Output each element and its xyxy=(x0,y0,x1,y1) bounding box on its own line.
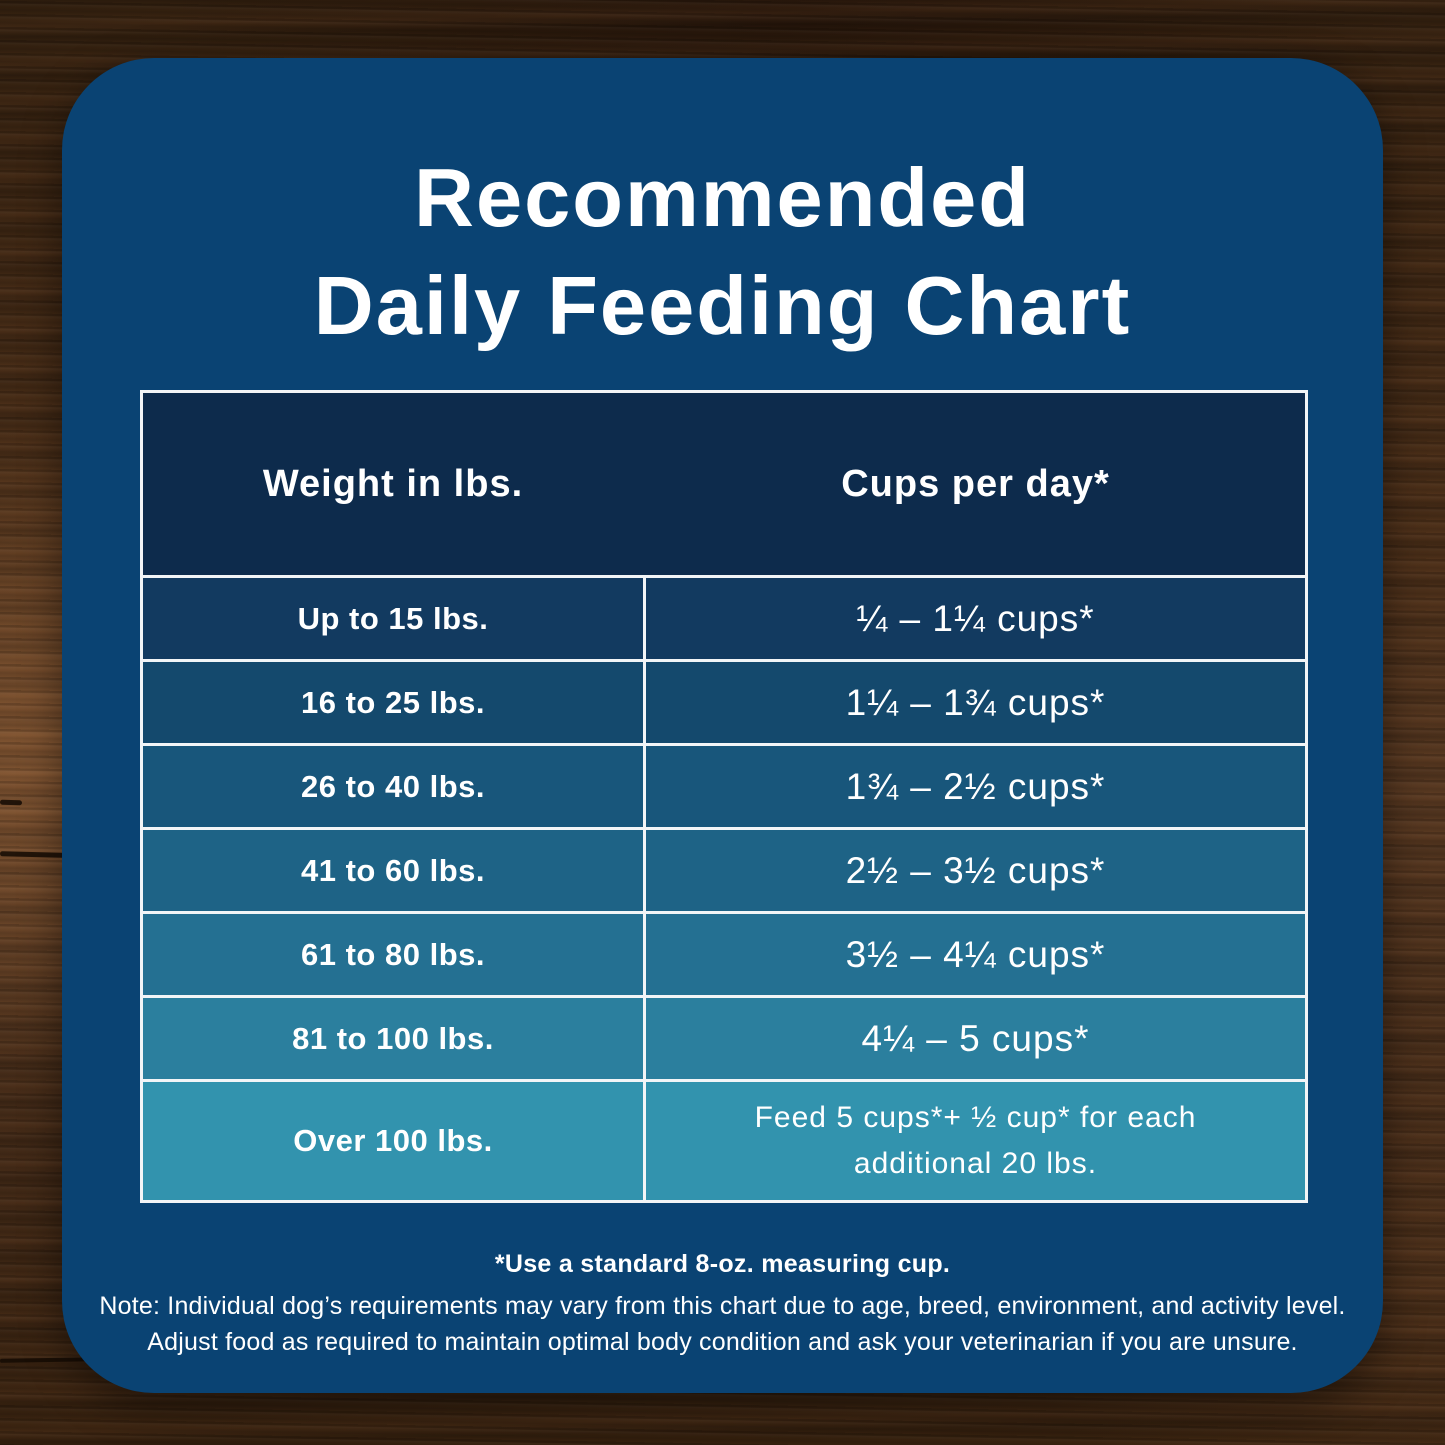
table-row: 81 to 100 lbs. 4¼ – 5 cups* xyxy=(143,998,1305,1079)
weight-cell: 61 to 80 lbs. xyxy=(143,914,643,995)
weight-cell: 41 to 60 lbs. xyxy=(143,830,643,911)
cups-cell: 1¾ – 2½ cups* xyxy=(646,746,1305,827)
weight-cell: Up to 15 lbs. xyxy=(143,578,643,659)
feeding-table: Weight in lbs. Cups per day* Up to 15 lb… xyxy=(140,390,1308,1203)
table-row: 16 to 25 lbs. 1¼ – 1¾ cups* xyxy=(143,662,1305,743)
table-header-row: Weight in lbs. Cups per day* xyxy=(143,393,1305,575)
table-row: 61 to 80 lbs. 3½ – 4¼ cups* xyxy=(143,914,1305,995)
table-row: 41 to 60 lbs. 2½ – 3½ cups* xyxy=(143,830,1305,911)
cups-cell: 2½ – 3½ cups* xyxy=(646,830,1305,911)
feeding-chart-panel: Recommended Daily Feeding Chart Weight in… xyxy=(62,58,1383,1393)
footnote-note-line2: Adjust food as required to maintain opti… xyxy=(147,1327,1298,1356)
table-row: Over 100 lbs. Feed 5 cups*+ ½ cup* for e… xyxy=(143,1082,1305,1200)
weight-cell: Over 100 lbs. xyxy=(143,1082,643,1200)
table-header-weight: Weight in lbs. xyxy=(262,462,524,505)
page-title: Recommended Daily Feeding Chart xyxy=(62,144,1383,360)
weight-cell: 81 to 100 lbs. xyxy=(143,998,643,1079)
footnotes: *Use a standard 8-oz. measuring cup. Not… xyxy=(62,1250,1383,1360)
cups-cell: 1¼ – 1¾ cups* xyxy=(646,662,1305,743)
wood-grain-crack xyxy=(0,851,65,858)
wood-grain-crack xyxy=(0,799,23,806)
cups-cell: Feed 5 cups*+ ½ cup* for each additional… xyxy=(646,1082,1305,1200)
weight-cell: 26 to 40 lbs. xyxy=(143,746,643,827)
footnote-measuring-cup: *Use a standard 8-oz. measuring cup. xyxy=(494,1250,951,1278)
table-header-cups: Cups per day* xyxy=(841,462,1110,505)
table-row: 26 to 40 lbs. 1¾ – 2½ cups* xyxy=(143,746,1305,827)
page-title-line2: Daily Feeding Chart xyxy=(313,258,1132,352)
cups-cell: 3½ – 4¼ cups* xyxy=(646,914,1305,995)
table-row: Up to 15 lbs. ¼ – 1¼ cups* xyxy=(143,578,1305,659)
page-title-line1: Recommended xyxy=(414,151,1031,244)
footnote-note-line1: Note: Individual dog’s requirements may … xyxy=(99,1292,1346,1320)
cups-cell: ¼ – 1¼ cups* xyxy=(646,578,1305,659)
cups-cell: 4¼ – 5 cups* xyxy=(646,998,1305,1079)
weight-cell: 16 to 25 lbs. xyxy=(143,662,643,743)
